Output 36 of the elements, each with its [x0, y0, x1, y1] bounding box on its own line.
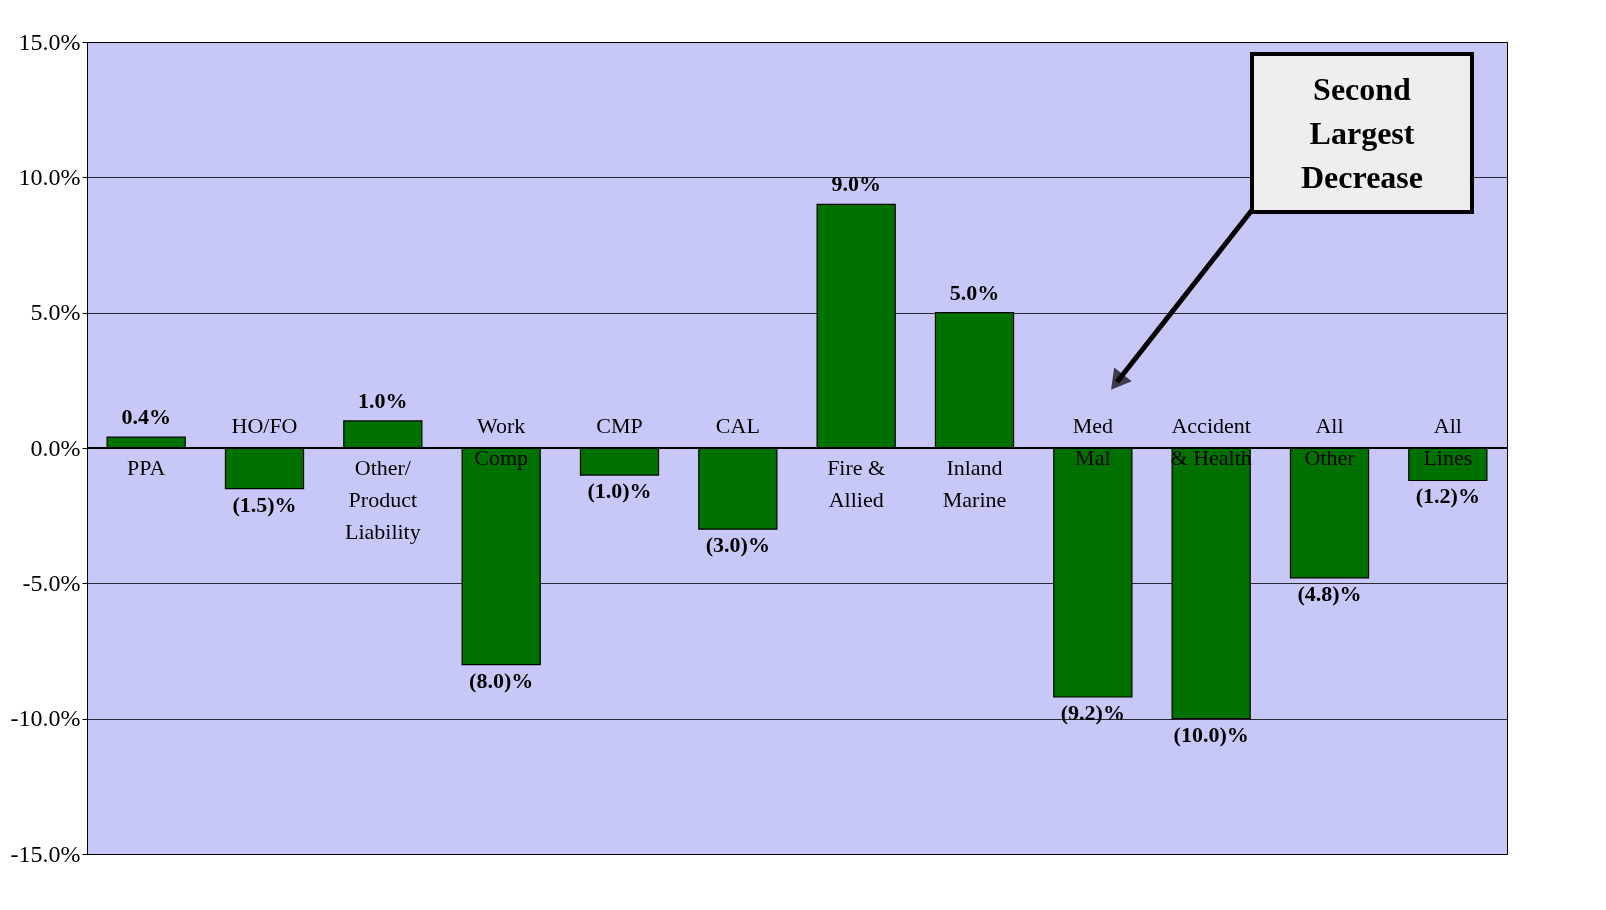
data-label: (8.0)% [469, 667, 534, 693]
data-label: (9.2)% [1060, 700, 1125, 726]
data-label: 0.4% [121, 404, 171, 430]
x-tick-label: All Lines [1423, 413, 1473, 470]
data-label: 9.0% [831, 171, 881, 197]
x-tick-label: Other/ Product Liability [344, 455, 421, 544]
x-tick-label: Inland Marine [942, 455, 1007, 512]
x-tick-label: All Other [1304, 413, 1356, 470]
y-tick-label: -5.0% [22, 569, 81, 596]
bar [1289, 447, 1370, 579]
annotation: Second Largest Decrease [1301, 71, 1423, 195]
y-tick-label: 10.0% [18, 163, 81, 190]
x-tick-label: CAL [715, 413, 760, 438]
x-tick-label: Work Comp [474, 413, 529, 470]
data-label: (3.0)% [705, 532, 770, 558]
x-tick-label: Fire & Allied [827, 455, 886, 512]
data-label: (1.0)% [587, 478, 652, 504]
y-tick-label: -10.0% [10, 705, 81, 732]
y-tick-label: 15.0% [18, 28, 81, 55]
data-label: (4.8)% [1297, 580, 1362, 606]
y-tick-label: -15.0% [10, 840, 81, 867]
x-tick-label: Med Mal [1072, 413, 1113, 470]
bar [343, 420, 423, 449]
x-tick-label: PPA [126, 455, 166, 480]
data-label: (1.2)% [1415, 483, 1480, 509]
x-tick-label: HO/FO [231, 413, 298, 438]
y-tick-label: 0.0% [30, 434, 81, 461]
data-label: (1.5)% [232, 491, 297, 517]
x-tick-label: CMP [596, 413, 643, 438]
data-label: 5.0% [949, 279, 1000, 305]
y-tick-label: 5.0% [30, 299, 81, 326]
data-label: 1.0% [358, 387, 408, 413]
data-label: (10.0)% [1173, 721, 1249, 747]
bar [224, 447, 305, 490]
bar [579, 447, 660, 476]
bar [698, 447, 778, 530]
